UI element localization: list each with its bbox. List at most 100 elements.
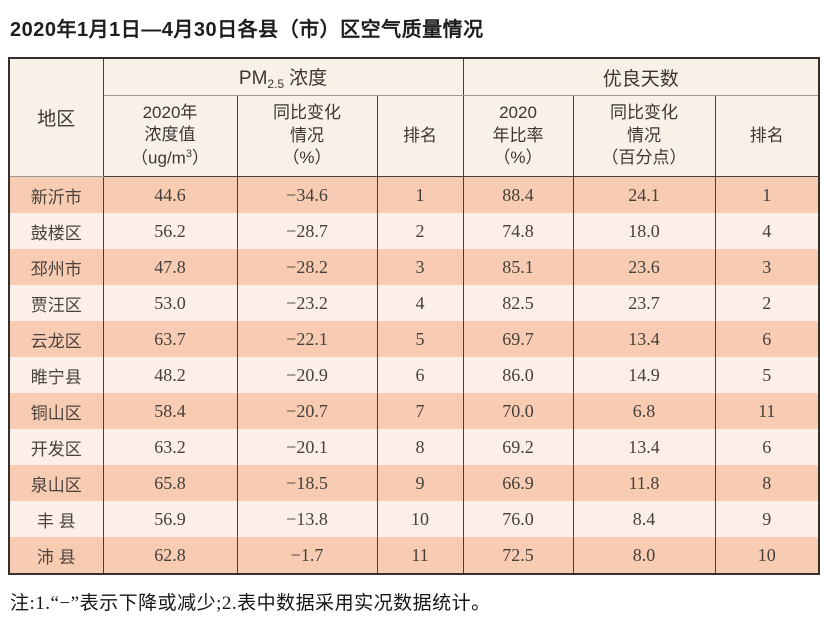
region-cell: 开发区: [8, 429, 104, 465]
value-cell: −28.7: [236, 213, 378, 249]
value-cell: 6.8: [572, 393, 716, 429]
value-cell: −1.7: [236, 537, 378, 574]
value-cell: −22.1: [236, 321, 378, 357]
value-cell: 9: [376, 465, 464, 501]
value-cell: 8.4: [572, 501, 716, 537]
header-line: 情况: [627, 125, 661, 145]
region-cell: 沛 县: [8, 537, 104, 574]
value-cell: 76.0: [462, 501, 574, 537]
value-cell: 69.7: [462, 321, 574, 357]
header-line: （百分点）: [601, 148, 687, 168]
value-cell: 10: [376, 501, 464, 537]
table-row: 丰 县 56.9 −13.8 10 76.0 8.4 9: [8, 501, 820, 537]
value-cell: 56.9: [102, 501, 238, 537]
unit-sup: 3: [185, 147, 192, 160]
table-row: 贾汪区 53.0 −23.2 4 82.5 23.7 2: [8, 285, 820, 321]
page-title: 2020年1月1日—4月30日各县（市）区空气质量情况: [10, 19, 484, 41]
value-cell: 58.4: [102, 393, 238, 429]
table-header: 地区 PM2.5 浓度 优良天数 2020年 浓度值 （ug/m3） 同比变化 情…: [8, 58, 820, 177]
value-cell: 23.7: [572, 285, 716, 321]
value-cell: −23.2: [236, 285, 378, 321]
value-cell: 11: [376, 537, 464, 574]
value-cell: 88.4: [462, 176, 574, 213]
value-cell: 1: [714, 176, 820, 213]
header-line: 2020年: [142, 103, 198, 123]
value-cell: 11: [714, 393, 820, 429]
region-cell: 新沂市: [8, 176, 104, 213]
value-cell: 85.1: [462, 249, 574, 285]
table-row: 铜山区 58.4 −20.7 7 70.0 6.8 11: [8, 393, 820, 429]
value-cell: 63.2: [102, 429, 238, 465]
value-cell: 3: [714, 249, 820, 285]
value-cell: 11.8: [572, 465, 716, 501]
region-cell: 丰 县: [8, 501, 104, 537]
header-line: 浓度值: [144, 125, 196, 145]
value-cell: 5: [714, 357, 820, 393]
pm-suffix: 浓度: [289, 68, 328, 89]
region-cell: 邳州市: [8, 249, 104, 285]
value-cell: 74.8: [462, 213, 574, 249]
value-cell: 10: [714, 537, 820, 574]
table-row: 邳州市 47.8 −28.2 3 85.1 23.6 3: [8, 249, 820, 285]
header-band-row: 地区 PM2.5 浓度 优良天数: [8, 58, 820, 177]
value-cell: 2: [714, 285, 820, 321]
footnote: 注:1.“−”表示下降或减少;2.表中数据采用实况数据统计。: [10, 593, 491, 614]
value-cell: 13.4: [572, 321, 716, 357]
table-row: 睢宁县 48.2 −20.9 6 86.0 14.9 5: [8, 357, 820, 393]
value-cell: 70.0: [462, 393, 574, 429]
region-cell: 鼓楼区: [8, 213, 104, 249]
table-row: 鼓楼区 56.2 −28.7 2 74.8 18.0 4: [8, 213, 820, 249]
value-cell: 44.6: [102, 176, 238, 213]
pm-subscript: 2.5: [267, 77, 285, 91]
header-line: 年比率: [492, 125, 544, 145]
value-cell: 66.9: [462, 465, 574, 501]
table-row: 开发区 63.2 −20.1 8 69.2 13.4 6: [8, 429, 820, 465]
value-cell: 8: [714, 465, 820, 501]
header-band-good-days: 优良天数: [462, 58, 820, 96]
value-cell: 48.2: [102, 357, 238, 393]
value-cell: 3: [376, 249, 464, 285]
value-cell: 14.9: [572, 357, 716, 393]
region-cell: 云龙区: [8, 321, 104, 357]
header-pm-change: 同比变化 情况 （%）: [236, 95, 378, 177]
header-pm-rank: 排名: [376, 95, 464, 177]
value-cell: 47.8: [102, 249, 238, 285]
header-line: （%）: [493, 148, 543, 168]
value-cell: 53.0: [102, 285, 238, 321]
unit-post: ）: [191, 148, 209, 168]
header-line: 2020: [499, 103, 537, 123]
value-cell: −28.2: [236, 249, 378, 285]
value-cell: −20.7: [236, 393, 378, 429]
value-cell: 1: [376, 176, 464, 213]
value-cell: 86.0: [462, 357, 574, 393]
value-cell: 56.2: [102, 213, 238, 249]
table-row: 泉山区 65.8 −18.5 9 66.9 11.8 8: [8, 465, 820, 501]
value-cell: 5: [376, 321, 464, 357]
region-cell: 泉山区: [8, 465, 104, 501]
value-cell: 18.0: [572, 213, 716, 249]
value-cell: −20.1: [236, 429, 378, 465]
value-cell: 82.5: [462, 285, 574, 321]
value-cell: −13.8: [236, 501, 378, 537]
header-rate: 2020 年比率 （%）: [462, 95, 574, 177]
value-cell: 63.7: [102, 321, 238, 357]
value-cell: 13.4: [572, 429, 716, 465]
table-row: 新沂市 44.6 −34.6 1 88.4 24.1 1: [8, 176, 820, 213]
value-cell: −20.9: [236, 357, 378, 393]
value-cell: 9: [714, 501, 820, 537]
value-cell: 8: [376, 429, 464, 465]
header-pm-value: 2020年 浓度值 （ug/m3）: [102, 95, 238, 177]
pm-prefix: PM: [238, 68, 268, 89]
value-cell: 8.0: [572, 537, 716, 574]
header-line: 同比变化: [273, 103, 341, 123]
value-cell: 2: [376, 213, 464, 249]
value-cell: −18.5: [236, 465, 378, 501]
region-cell: 睢宁县: [8, 357, 104, 393]
header-sub-row: 2020年 浓度值 （ug/m3） 同比变化 情况 （%） 排名 2020 年比…: [9, 95, 820, 177]
unit-pre: （ug/m: [131, 148, 186, 168]
value-cell: 23.6: [572, 249, 716, 285]
header-region: 地区: [8, 58, 104, 177]
value-cell: 24.1: [572, 176, 716, 213]
header-rate-rank: 排名: [714, 95, 820, 177]
